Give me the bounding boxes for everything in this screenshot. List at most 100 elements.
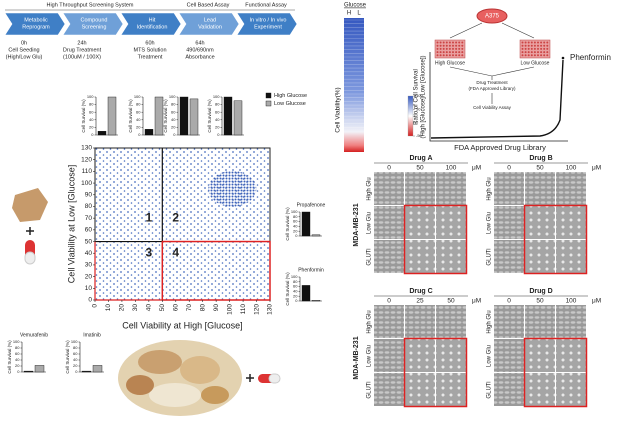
well (442, 41, 445, 44)
section-header: High Throughput Screening System (46, 2, 133, 8)
y-tick-label: 20 (293, 228, 298, 233)
y-axis-label: Cell Survival (%) (81, 99, 86, 133)
unit-label: μM (472, 165, 481, 172)
highlight-box (523, 337, 588, 408)
y-tick-label: 60 (293, 284, 298, 289)
timeline-label: (High/Low Glu) (6, 54, 43, 60)
y-axis-label: Cell Survival (%) (285, 207, 290, 241)
step-label: Compound (81, 17, 108, 23)
quadrant-label: 4 (172, 245, 179, 259)
well (543, 44, 546, 47)
well (445, 47, 448, 50)
well (540, 41, 543, 44)
y-axis-label: Cell Survival (%) (163, 99, 168, 133)
y-tick-label: 100 (81, 180, 92, 187)
well (455, 41, 458, 44)
row-label: GLUTi (367, 248, 373, 265)
y-axis-label: Cell Survival (%) (7, 340, 12, 374)
well (445, 54, 448, 57)
timeline-label: Treatment (138, 54, 163, 60)
y-axis-label: Cell Survival (%) (285, 272, 290, 306)
well (436, 47, 439, 50)
micrograph (525, 206, 555, 239)
well (543, 51, 546, 54)
well (537, 54, 539, 57)
well (524, 47, 527, 50)
step-label: Reprogram (22, 24, 50, 30)
dose-label: 0 (387, 298, 391, 305)
y-tick-label: 40 (73, 357, 78, 362)
bar (179, 96, 189, 136)
colorbar-label: 0 (416, 120, 419, 125)
axes (429, 52, 568, 142)
bar (144, 129, 154, 136)
x-tick-label: 70 (186, 304, 193, 312)
y-tick-label: 0 (295, 233, 298, 238)
bar (34, 365, 45, 373)
micrograph (405, 305, 435, 338)
step-chevron (62, 12, 124, 36)
micrograph (436, 339, 466, 372)
y-tick-label: 0 (138, 132, 141, 137)
micrograph (494, 373, 524, 406)
highlight-box (523, 204, 588, 275)
well (452, 51, 454, 54)
y-tick-label: 0 (295, 298, 298, 303)
well (543, 54, 546, 57)
well (521, 54, 524, 57)
bar (81, 370, 92, 373)
well (455, 47, 458, 50)
micrograph (405, 206, 435, 239)
y-tick-label: 80 (89, 102, 94, 107)
well (445, 44, 448, 47)
bar (23, 370, 34, 373)
well (527, 41, 530, 44)
well (455, 51, 458, 54)
y-tick-label: 0 (91, 132, 94, 137)
y-tick-label: 0 (75, 369, 78, 374)
micrograph (556, 240, 586, 273)
well (546, 44, 549, 47)
timeline-label: MTS Solution (133, 47, 166, 53)
colorbar-label: 50 (416, 106, 421, 111)
y-tick-label: 80 (85, 203, 93, 210)
well (448, 44, 451, 47)
micrograph (525, 339, 555, 372)
x-tick-label: 120 (253, 304, 260, 315)
well (448, 47, 451, 50)
bar (301, 211, 311, 237)
well (461, 41, 464, 44)
step-chevron (178, 12, 240, 36)
well (533, 54, 536, 57)
micrograph (374, 240, 404, 273)
bar (97, 130, 107, 136)
treatment-label: Drug Treatment (476, 80, 508, 85)
tissue-icon (12, 188, 48, 222)
micrograph (436, 206, 466, 239)
well (452, 41, 454, 44)
y-axis-label: Cell Survival (%) (207, 99, 212, 133)
dose-label: 100 (566, 298, 577, 305)
micrograph (556, 339, 586, 372)
micrograph (525, 373, 555, 406)
y-tick-label: 40 (15, 357, 20, 362)
well (527, 47, 530, 50)
micrograph (494, 339, 524, 372)
dose-label: 0 (507, 298, 511, 305)
y-tick-label: 80 (73, 345, 78, 350)
y-tick-label: 60 (89, 109, 94, 114)
row-label: High Glu (367, 310, 373, 333)
y-axis-label: Cell Viability at Low [Glucose] (66, 165, 76, 283)
legend-label: High Glucose (274, 93, 307, 99)
chart-title: Imatinib (83, 332, 101, 338)
row-label: Low Glu (487, 345, 493, 367)
legend-label: Low Glucose (274, 101, 306, 107)
timeline-label: Cell Seeding (8, 47, 39, 53)
well (537, 41, 539, 44)
micrograph (494, 172, 524, 205)
y-axis-label: Ratio of Cell Survival (414, 69, 420, 125)
step-chevron (4, 12, 66, 36)
y-tick-label: 20 (15, 363, 20, 368)
well (540, 54, 543, 57)
well (537, 47, 539, 50)
